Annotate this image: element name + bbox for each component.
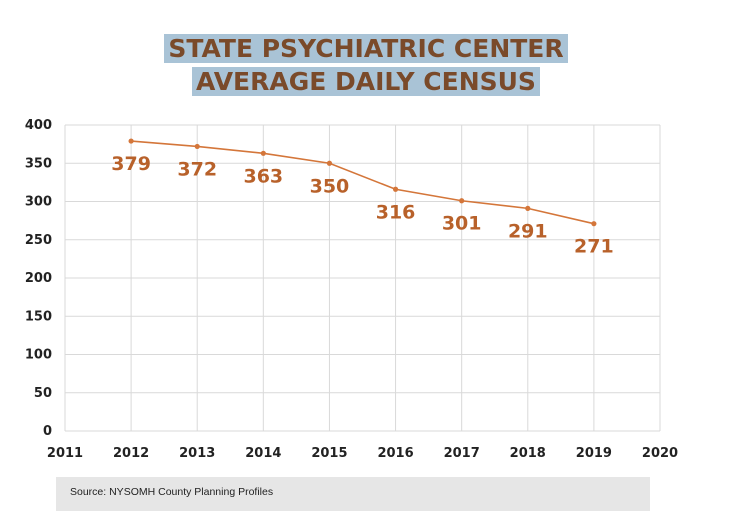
x-tick-label: 2011 xyxy=(47,446,83,461)
y-tick-label: 250 xyxy=(25,233,52,248)
data-label: 379 xyxy=(111,153,151,175)
data-label: 301 xyxy=(442,213,482,235)
x-tick-label: 2019 xyxy=(576,446,612,461)
y-tick-label: 150 xyxy=(25,309,52,324)
y-tick-label: 350 xyxy=(25,156,52,171)
y-tick-label: 100 xyxy=(25,348,52,363)
data-point xyxy=(525,205,531,211)
x-tick-label: 2013 xyxy=(179,446,215,461)
data-point xyxy=(392,186,399,192)
data-label: 363 xyxy=(243,165,283,187)
data-label: 372 xyxy=(177,158,217,180)
y-tick-label: 0 xyxy=(43,424,52,439)
line-chart: 0 50 100 150 200 250 300 350 400 2011 2012 2013 2014… xyxy=(25,118,678,461)
y-tick-label: 400 xyxy=(25,118,52,133)
series-line xyxy=(131,140,595,225)
x-tick-label: 2015 xyxy=(311,446,347,461)
data-point xyxy=(459,198,465,204)
data-label: 291 xyxy=(508,220,548,242)
data-label: 350 xyxy=(310,175,350,197)
x-tick-label: 2018 xyxy=(510,446,546,461)
x-tick-label: 2017 xyxy=(444,446,480,461)
x-tick-label: 2020 xyxy=(642,446,678,461)
data-point xyxy=(194,143,200,150)
data-point xyxy=(260,150,266,156)
data-point xyxy=(128,138,134,144)
chart-title-line1: STATE PSYCHIATRIC CENTER xyxy=(164,34,568,63)
data-label: 316 xyxy=(376,201,416,223)
chart-title-line2: AVERAGE DAILY CENSUS xyxy=(192,67,540,96)
x-tick-label: 2016 xyxy=(377,446,413,461)
data-point xyxy=(326,160,333,166)
x-tick-label: 2014 xyxy=(245,446,281,461)
y-tick-label: 50 xyxy=(34,386,52,401)
x-tick-label: 2012 xyxy=(113,446,149,461)
y-tick-label: 300 xyxy=(25,195,52,210)
source-note: Source: NYSOMH County Planning Profiles xyxy=(70,486,274,498)
data-label: 271 xyxy=(574,236,614,258)
data-point xyxy=(591,221,597,227)
source-note-box: Source: NYSOMH County Planning Profiles xyxy=(56,477,650,511)
y-tick-label: 200 xyxy=(25,271,52,286)
chart-title: STATE PSYCHIATRIC CENTER AVERAGE DAILY C… xyxy=(0,34,732,100)
